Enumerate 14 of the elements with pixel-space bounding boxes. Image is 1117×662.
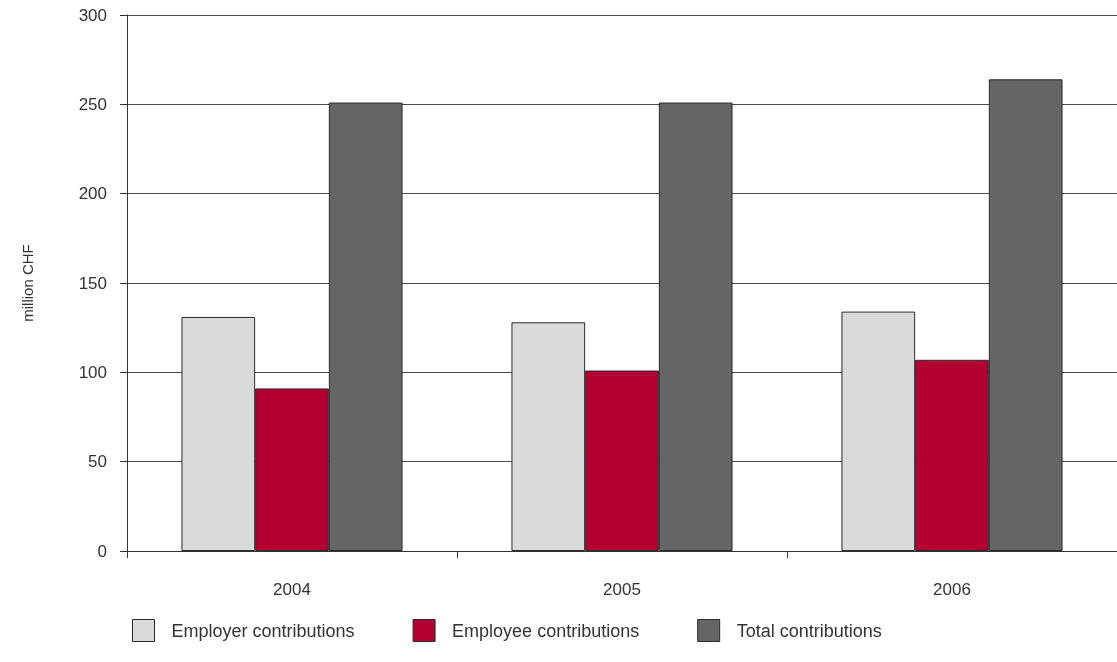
x-tick-label: 2004 [273, 580, 311, 599]
legend-label: Total contributions [736, 620, 882, 641]
y-tick-label: 250 [78, 94, 107, 114]
y-tick-label: 150 [78, 273, 107, 293]
legend-label: Employee contributions [452, 620, 640, 641]
y-axis-title: million CHF [19, 244, 36, 322]
y-tick-label: 0 [97, 541, 107, 561]
y-tick-label: 300 [78, 5, 107, 25]
y-tick-label: 100 [78, 362, 107, 382]
y-tick-label: 200 [78, 184, 107, 204]
legend-label: Employer contributions [171, 620, 355, 641]
x-tick-label: 2006 [933, 580, 971, 599]
x-tick-label: 2005 [603, 580, 641, 599]
y-tick-label: 50 [88, 452, 107, 472]
